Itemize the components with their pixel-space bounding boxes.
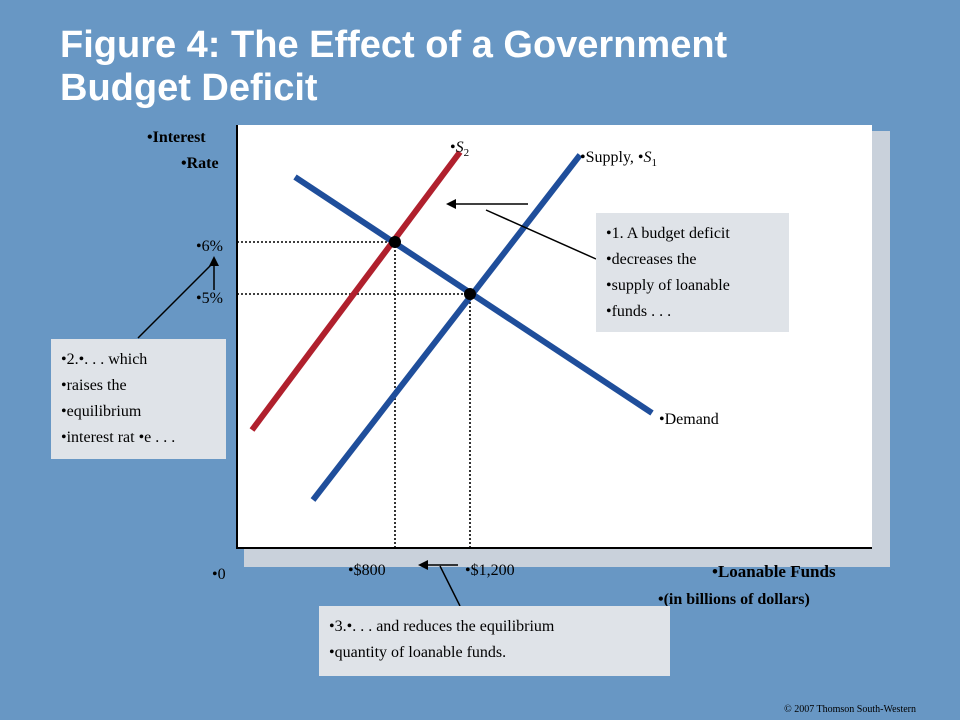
supply-s1-curve	[310, 153, 583, 502]
s1-prefix: •Supply, •	[580, 149, 644, 166]
callout2-line4: •interest rat •e . . .	[61, 429, 176, 446]
quantity-arrow-head	[418, 560, 428, 570]
title-line-2: Budget Deficit	[60, 67, 318, 109]
y-tick-5pct: •5%	[196, 290, 223, 307]
callout-quantity: •3.•. . . and reduces the equilibrium •q…	[319, 606, 670, 676]
supply-s2-curve	[249, 150, 463, 432]
graph-area	[238, 125, 872, 547]
callout3-line2: •quantity of loanable funds.	[329, 644, 507, 661]
callout1-line2: •decreases the	[606, 251, 697, 268]
callout1-line1: •1. A budget deficit	[606, 225, 730, 242]
callout2-line2: •raises the	[61, 377, 127, 394]
y-tick-6pct: •6%	[196, 238, 223, 255]
s2-bullet: •	[450, 139, 456, 156]
callout2-line1: •2.•. . . which	[61, 351, 148, 368]
y-axis-label-line2: •Rate	[181, 155, 219, 172]
callout1-line3: •supply of loanable	[606, 277, 730, 294]
shift-arrow-head	[446, 199, 456, 209]
callout3-pointer	[439, 565, 461, 607]
title-line-1: Figure 4: The Effect of a Government	[60, 24, 728, 66]
callout2-pointer	[137, 261, 215, 339]
callout3-line1: •3.•. . . and reduces the equilibrium	[329, 618, 555, 635]
callout-interest-rate: •2.•. . . which •raises the •equilibrium…	[51, 339, 226, 459]
callout1-line4: •funds . . .	[606, 303, 672, 320]
copyright-notice: © 2007 Thomson South-Western	[784, 704, 916, 715]
s1-label: •Supply, •S1	[580, 149, 657, 172]
y-axis-label-line1: •Interest	[147, 129, 206, 146]
s2-sub: 2	[463, 147, 470, 160]
s1-sub: 1	[651, 157, 658, 170]
s2-letter: S	[455, 139, 464, 156]
callout-budget-deficit: •1. A budget deficit •decreases the •sup…	[596, 213, 789, 332]
x-tick-1200: •$1,200	[465, 562, 515, 579]
callout2-line3: •equilibrium	[61, 403, 142, 420]
s2-label: •S2	[450, 139, 469, 162]
x-tick-800: •$800	[348, 562, 386, 579]
rate-arrow-head	[209, 256, 219, 266]
equilibrium-point-new	[389, 236, 401, 248]
demand-label: •Demand	[659, 411, 719, 428]
equilibrium-point-initial	[464, 288, 476, 300]
s1-letter: S	[643, 149, 652, 166]
x-axis-label-line1: •Loanable Funds	[712, 562, 836, 581]
origin-label: •0	[212, 566, 226, 583]
page-title: Figure 4: The Effect of a Government Bud…	[60, 24, 920, 110]
callout1-pointer	[485, 209, 597, 260]
x-axis-label-line2: •(in billions of dollars)	[658, 591, 810, 608]
